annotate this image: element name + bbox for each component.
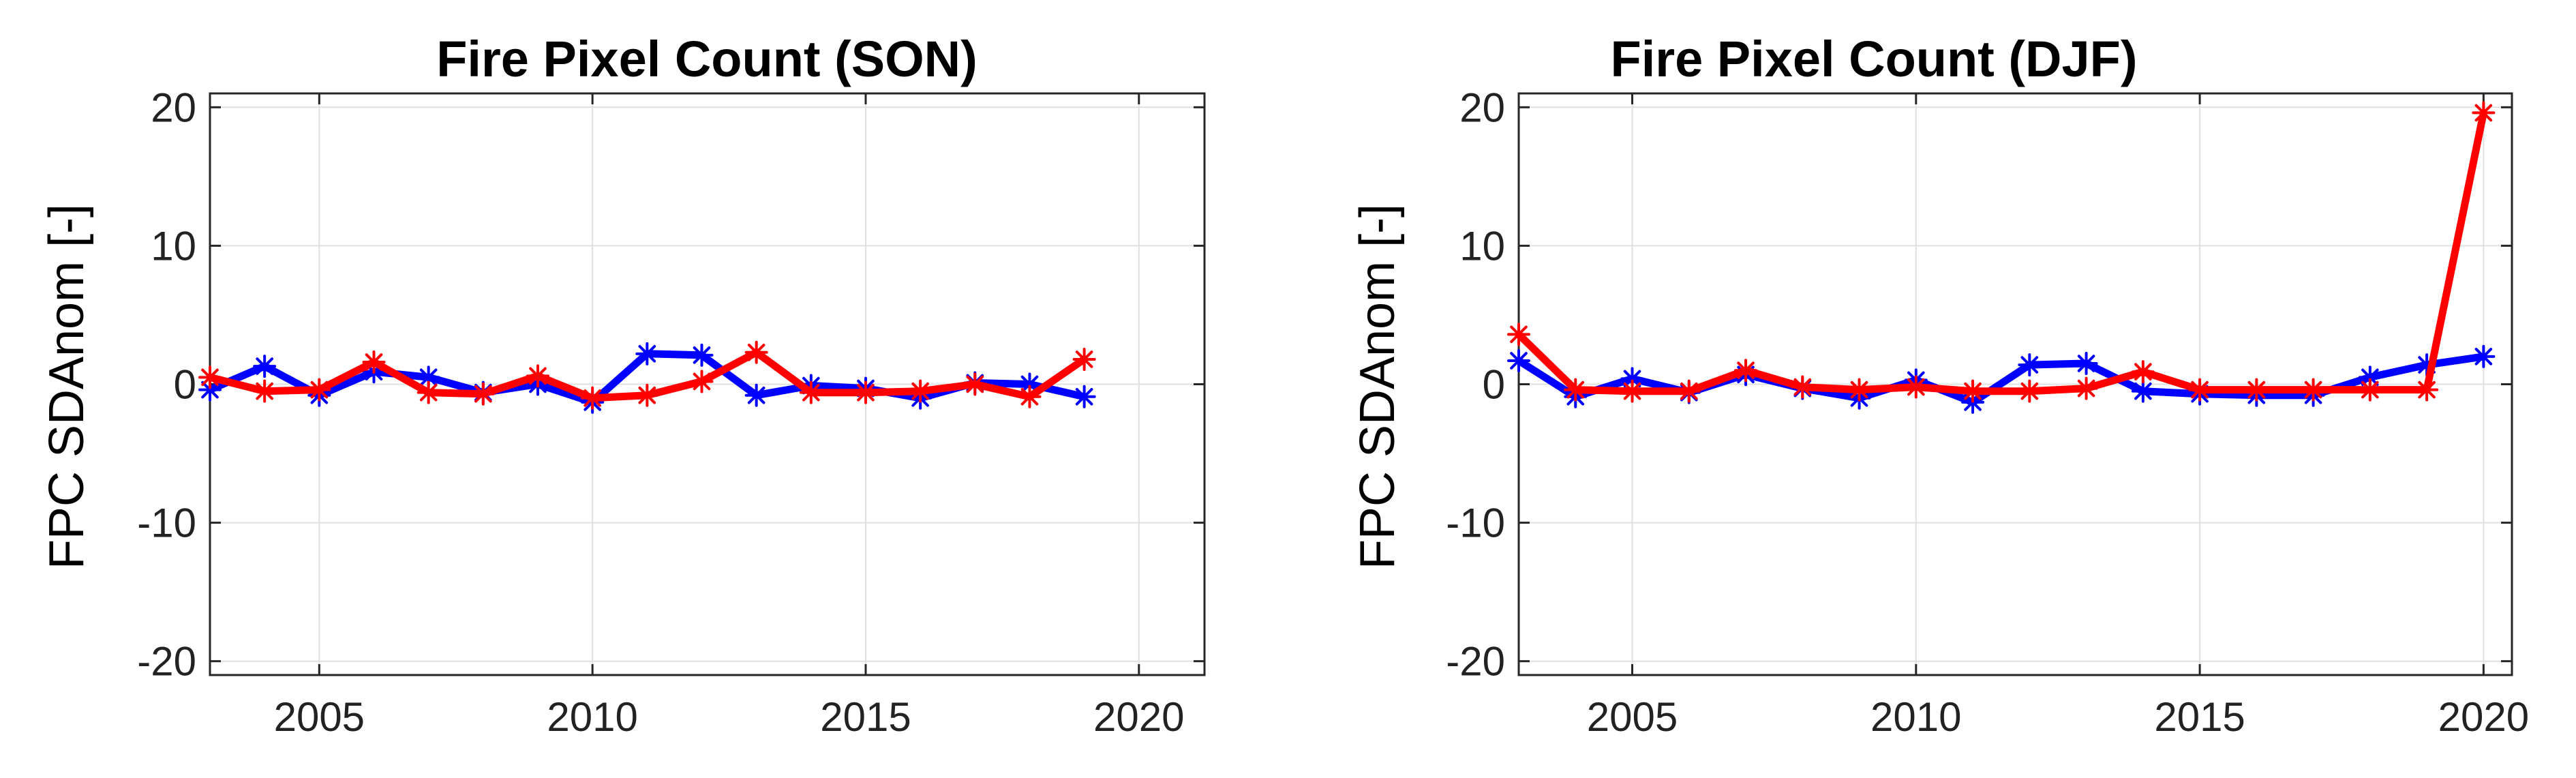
data-point xyxy=(416,380,440,404)
data-point xyxy=(1847,378,1871,402)
data-point xyxy=(253,355,277,378)
data-point xyxy=(2074,352,2098,376)
x-tick-label: 2010 xyxy=(547,694,637,740)
y-tick-label: 20 xyxy=(151,85,196,130)
y-axis-label: FPC SDAnom [-] xyxy=(1350,204,1405,569)
data-point xyxy=(1072,347,1096,371)
data-point xyxy=(253,379,277,403)
series-1 xyxy=(198,340,1096,410)
x-tick-label: 2005 xyxy=(1587,694,1678,740)
ticks: 2005 2010 2015 2020 -20 -10 0 10 20 xyxy=(137,85,1204,740)
data-point xyxy=(526,364,549,388)
x-tick-label: 2020 xyxy=(2438,694,2529,740)
data-point xyxy=(963,372,987,396)
data-point xyxy=(690,370,714,393)
data-point xyxy=(2358,378,2382,402)
y-tick-label: -20 xyxy=(137,639,196,685)
grid xyxy=(210,93,1204,675)
series-line xyxy=(1515,353,2487,406)
series-1 xyxy=(1507,101,2496,403)
data-point xyxy=(635,342,659,365)
y-tick-label: -20 xyxy=(1446,639,1505,685)
data-point xyxy=(2188,378,2212,402)
data-point xyxy=(2018,379,2042,403)
data-point xyxy=(1507,348,1530,372)
x-tick-label: 2020 xyxy=(1093,694,1184,740)
ticks: 2005 2010 2015 2020 -20 -10 0 10 20 xyxy=(1446,85,2529,740)
data-point xyxy=(2074,376,2098,400)
x-tick-label: 2005 xyxy=(274,694,365,740)
data-point xyxy=(2245,378,2269,402)
y-axis-label: FPC SDAnom [-] xyxy=(40,204,94,569)
y-tick-label: 0 xyxy=(1483,362,1505,408)
data-point xyxy=(2472,344,2496,368)
panel-son: Fire Pixel Count (SON) FPC SDAnom [-] 20… xyxy=(40,31,1206,740)
data-point xyxy=(2301,378,2325,402)
data-point xyxy=(2018,353,2042,377)
data-point xyxy=(744,340,768,364)
y-tick-label: -10 xyxy=(1446,500,1505,546)
data-point xyxy=(1961,379,1985,403)
series-0 xyxy=(1507,344,2496,414)
data-point xyxy=(909,379,933,403)
data-point xyxy=(581,386,605,410)
panel-djf: Fire Pixel Count (DJF) FPC SDAnom [-] 20… xyxy=(1350,31,2529,740)
data-point xyxy=(1507,323,1530,346)
data-point xyxy=(362,350,386,374)
data-point xyxy=(2415,378,2439,402)
data-point xyxy=(2131,379,2155,403)
y-tick-label: -10 xyxy=(137,500,196,546)
chart-title: Fire Pixel Count (DJF) xyxy=(1611,31,2138,87)
y-tick-label: 10 xyxy=(1459,223,1505,269)
data-point xyxy=(690,343,714,367)
data-point xyxy=(1564,378,1588,402)
data-point xyxy=(1791,375,1815,399)
data-point xyxy=(1072,385,1096,408)
y-tick-label: 20 xyxy=(1459,85,1505,130)
x-tick-label: 2015 xyxy=(2154,694,2245,740)
data-point xyxy=(307,378,331,402)
data-point xyxy=(2472,101,2496,125)
data-point xyxy=(416,365,440,389)
data-point xyxy=(471,382,495,406)
data-point xyxy=(853,380,877,404)
data-point xyxy=(1018,385,1042,408)
data-point xyxy=(1904,375,1928,399)
x-tick-label: 2010 xyxy=(1870,694,1961,740)
data-point xyxy=(2131,360,2155,384)
data-point xyxy=(744,383,768,407)
data-point xyxy=(799,380,823,404)
data-point xyxy=(1677,379,1701,403)
data-point xyxy=(1620,379,1644,403)
data-point xyxy=(198,365,222,389)
x-tick-label: 2015 xyxy=(820,694,911,740)
chart-title: Fire Pixel Count (SON) xyxy=(436,31,978,87)
series-line xyxy=(1515,108,2487,395)
y-tick-label: 10 xyxy=(151,223,196,269)
data-point xyxy=(1734,359,1758,383)
data-point xyxy=(635,383,659,407)
y-tick-label: 0 xyxy=(174,362,196,408)
